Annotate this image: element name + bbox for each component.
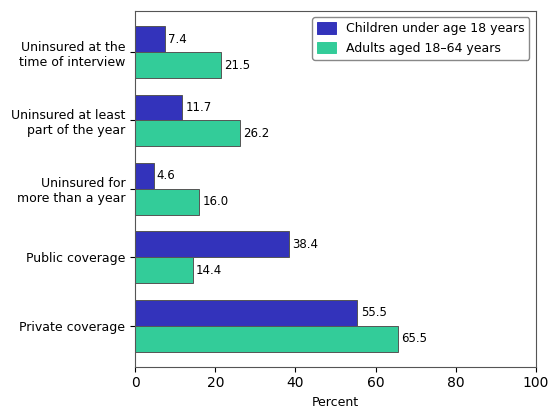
Bar bbox=[135, 163, 153, 189]
Text: 16.0: 16.0 bbox=[203, 195, 228, 208]
Text: 14.4: 14.4 bbox=[196, 264, 222, 277]
Legend: Children under age 18 years, Adults aged 18–64 years: Children under age 18 years, Adults aged… bbox=[312, 17, 529, 60]
Text: 38.4: 38.4 bbox=[292, 238, 318, 251]
Bar bbox=[135, 94, 182, 121]
Bar bbox=[135, 231, 289, 257]
Text: 4.6: 4.6 bbox=[157, 169, 176, 182]
Text: 7.4: 7.4 bbox=[168, 33, 187, 46]
Text: 65.5: 65.5 bbox=[401, 332, 427, 345]
Text: 55.5: 55.5 bbox=[361, 306, 386, 319]
Text: 11.7: 11.7 bbox=[185, 101, 212, 114]
Bar bbox=[135, 52, 221, 78]
Bar bbox=[135, 257, 193, 283]
Bar bbox=[135, 299, 357, 326]
Bar bbox=[135, 26, 165, 52]
Text: 21.5: 21.5 bbox=[225, 59, 251, 72]
X-axis label: Percent: Percent bbox=[312, 396, 359, 409]
Text: 26.2: 26.2 bbox=[244, 127, 269, 140]
Bar bbox=[135, 189, 199, 215]
Bar bbox=[135, 326, 398, 352]
Bar bbox=[135, 121, 240, 147]
